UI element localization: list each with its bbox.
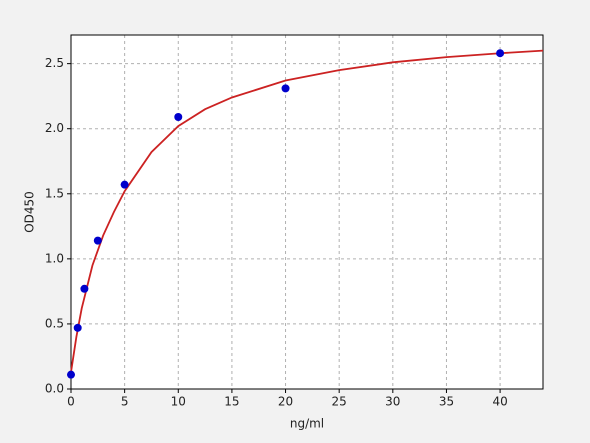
x-tick-label: 20 bbox=[278, 395, 293, 409]
x-axis-label: ng/ml bbox=[290, 417, 324, 431]
x-tick-label: 35 bbox=[439, 395, 454, 409]
data-point bbox=[281, 84, 290, 93]
y-tick-label: 2.5 bbox=[45, 56, 64, 70]
data-point bbox=[67, 370, 75, 379]
data-point bbox=[93, 236, 102, 245]
plot-area bbox=[71, 35, 543, 389]
x-tick-label: 25 bbox=[332, 395, 347, 409]
y-tick-label: 1.5 bbox=[45, 186, 64, 200]
plot-frame bbox=[70, 34, 544, 390]
data-point bbox=[120, 180, 129, 189]
y-tick-label: 0.0 bbox=[45, 382, 64, 396]
data-point bbox=[80, 284, 89, 293]
x-tick-label: 5 bbox=[121, 395, 129, 409]
y-axis-label: OD450 bbox=[23, 191, 37, 233]
data-point bbox=[73, 323, 82, 332]
data-point bbox=[496, 49, 505, 58]
x-tick-label: 15 bbox=[224, 395, 239, 409]
x-tick-label: 30 bbox=[385, 395, 400, 409]
y-tick-label: 2.0 bbox=[45, 121, 64, 135]
fit-curve bbox=[70, 49, 544, 373]
x-tick-label: 40 bbox=[492, 395, 507, 409]
x-tick-label: 10 bbox=[171, 395, 186, 409]
data-point bbox=[174, 112, 183, 121]
y-tick-label: 1.0 bbox=[45, 251, 64, 265]
y-tick-label: 0.5 bbox=[45, 316, 64, 330]
x-tick-label: 0 bbox=[67, 395, 75, 409]
